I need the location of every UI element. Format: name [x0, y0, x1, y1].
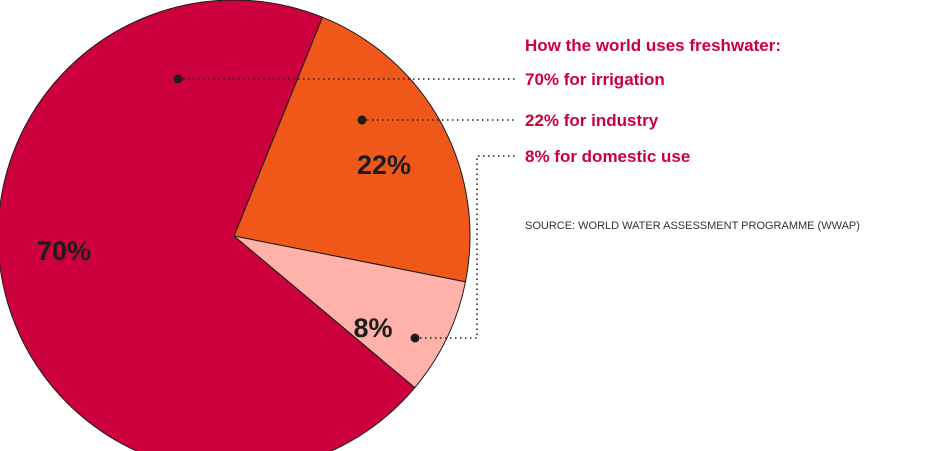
leader-line-domestic [415, 155, 515, 339]
legend-entry-industry: 22% for industry [525, 111, 659, 130]
pie-slices [0, 0, 471, 451]
pie-slice-industry [233, 16, 471, 283]
leader-dot-irrigation [173, 74, 183, 84]
legend-entry-irrigation: 70% for irrigation [525, 70, 665, 89]
leader-dot-domestic [410, 333, 420, 343]
slice-label-irrigation: 70% [37, 236, 91, 266]
slice-label-domestic: 8% [353, 313, 392, 343]
pie-slice-domestic-use [233, 235, 467, 389]
pie-slice-irrigation [0, 0, 416, 451]
legend-title: How the world uses freshwater: [525, 36, 781, 55]
source-note: SOURCE: WORLD WATER ASSESSMENT PROGRAMME… [525, 220, 860, 232]
legend-entry-domestic: 8% for domestic use [525, 147, 690, 166]
slice-label-industry: 22% [357, 150, 411, 180]
leader-dot-industry [357, 115, 367, 125]
